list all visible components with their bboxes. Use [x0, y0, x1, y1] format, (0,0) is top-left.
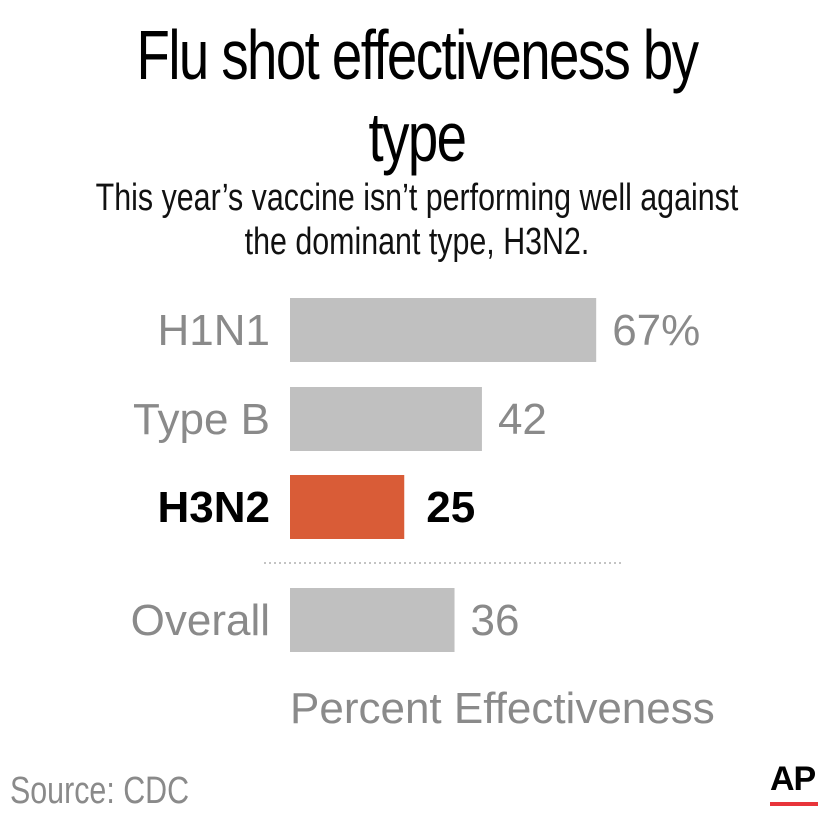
value-label-h3n2: 25 — [426, 483, 475, 532]
bar-overall — [290, 588, 455, 652]
bar-h3n2 — [290, 475, 405, 539]
value-label-type-b: 42 — [498, 395, 547, 444]
source-note: Source: CDC — [10, 770, 190, 812]
value-label-h1n1: 67% — [612, 306, 700, 355]
chart-title: Flu shot effectiveness by type — [136, 16, 699, 176]
category-label-overall: Overall — [131, 596, 270, 645]
category-label-type-b: Type B — [133, 395, 270, 444]
category-label-h1n1: H1N1 — [158, 306, 271, 355]
ap-logo: AP — [770, 760, 820, 806]
value-label-overall: 36 — [471, 596, 520, 645]
bar-type-b — [290, 387, 482, 451]
x-axis-label: Percent Effectiveness — [290, 684, 715, 733]
category-label-h3n2: H3N2 — [158, 483, 271, 532]
chart-subtitle: This year’s vaccine isn’t performing wel… — [95, 177, 739, 263]
bar-h1n1 — [290, 298, 597, 362]
ap-logo-text: AP — [770, 760, 816, 798]
ap-logo-underline — [770, 802, 818, 806]
